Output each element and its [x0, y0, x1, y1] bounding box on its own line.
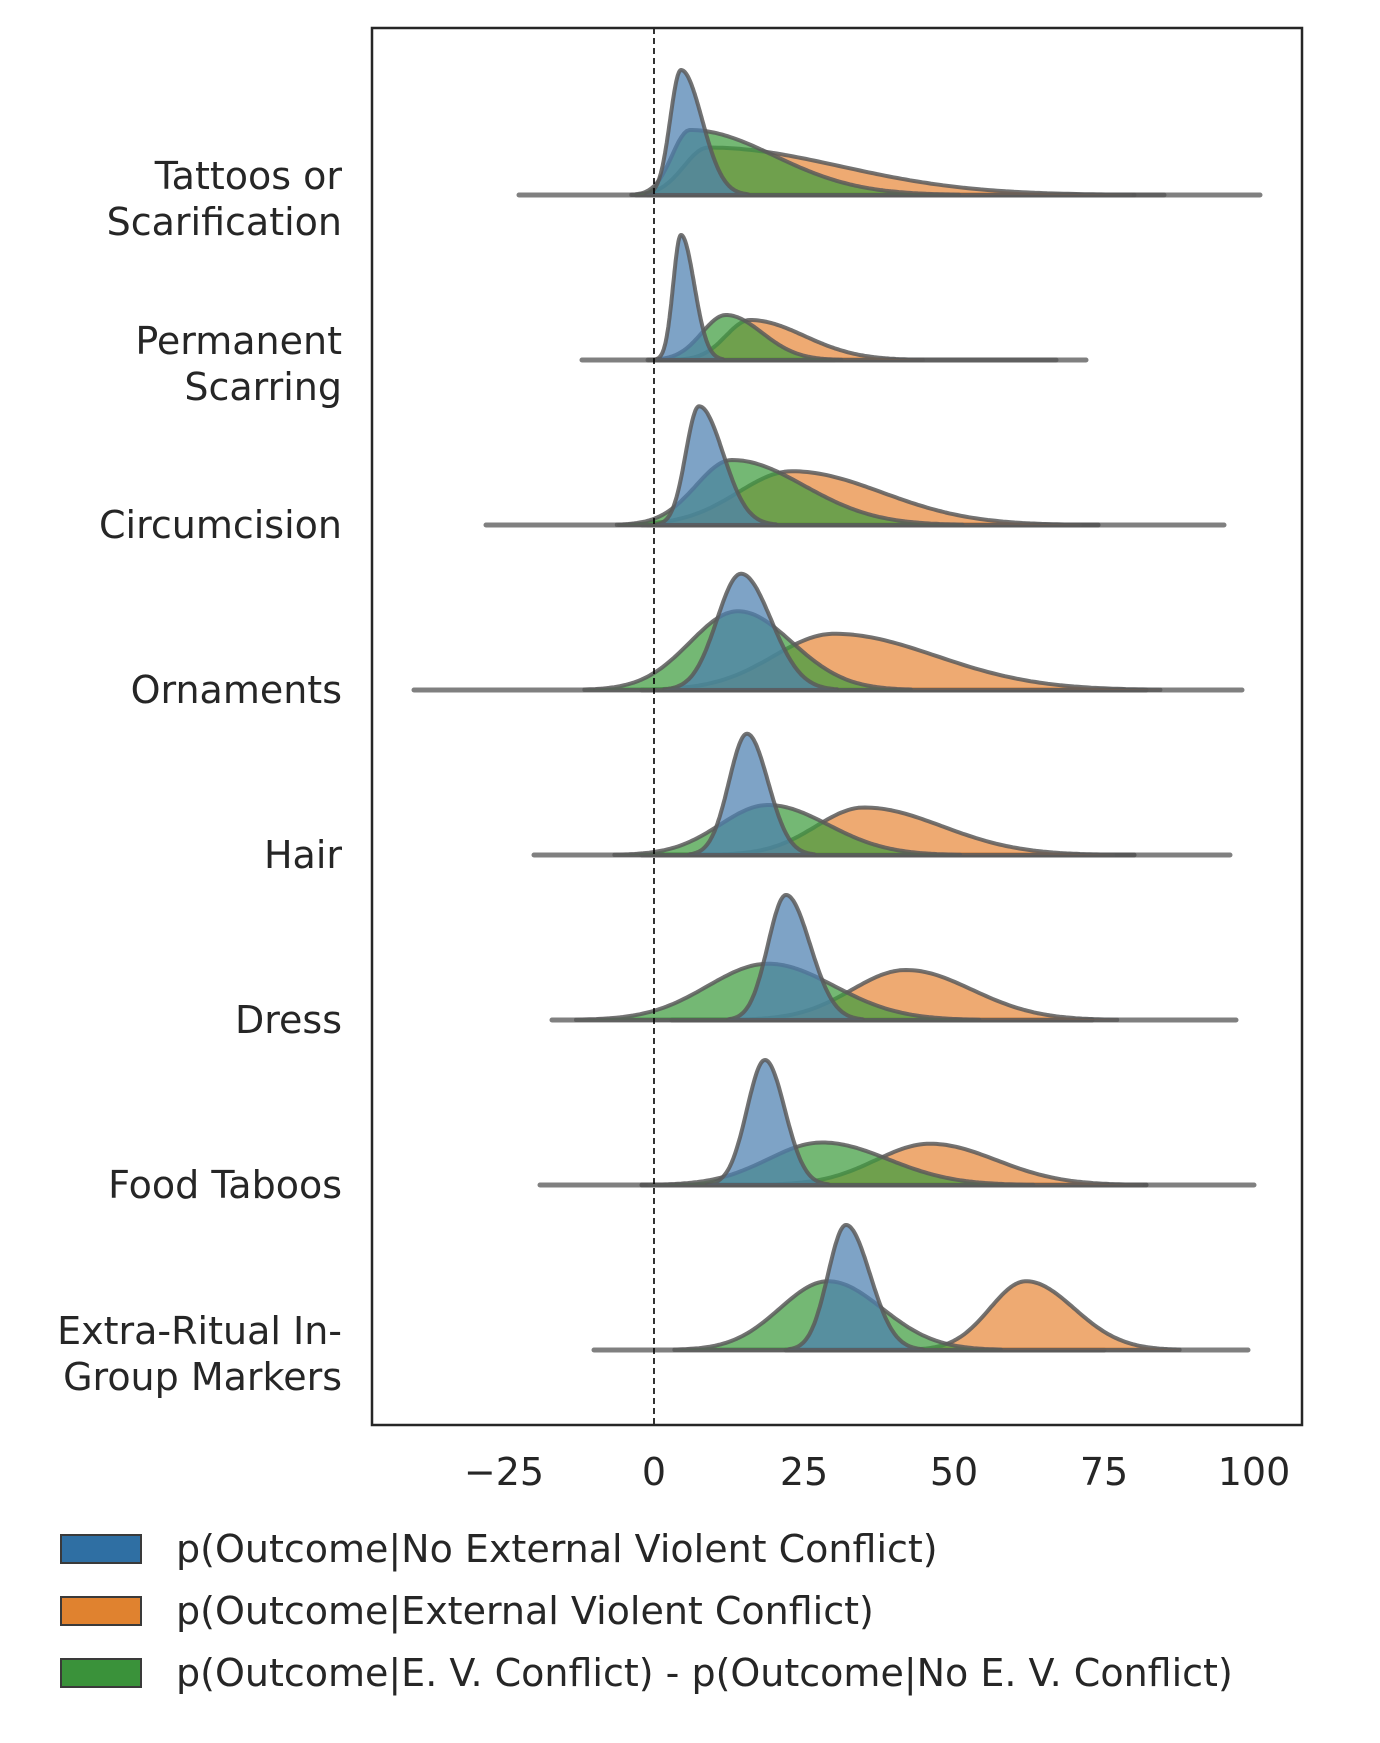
legend-item-no-conflict: p(Outcome|No External Violent Conflict)	[60, 1518, 1233, 1580]
ridge-row	[531, 731, 1233, 858]
category-label: Dress	[235, 998, 342, 1042]
density-blue	[726, 893, 865, 1022]
density-blue	[662, 571, 839, 692]
category-label: Food Taboos	[108, 1163, 342, 1207]
legend-item-difference: p(Outcome|E. V. Conflict) - p(Outcome|No…	[60, 1642, 1233, 1704]
ridge-row	[591, 1223, 1251, 1353]
density-green	[612, 803, 962, 857]
x-tick-label: 75	[1080, 1450, 1128, 1494]
legend-label: p(Outcome|E. V. Conflict) - p(Outcome|No…	[176, 1651, 1233, 1695]
ridges	[411, 68, 1263, 1353]
category-labels: Tattoos or Scarification Permanent Scarring…	[57, 154, 342, 1399]
x-tick-label: 0	[642, 1450, 666, 1494]
legend-swatch-green	[60, 1658, 142, 1688]
category-label: Tattoos or Scarification	[107, 154, 343, 244]
density-orange	[908, 1279, 1182, 1352]
ridge-row	[549, 893, 1239, 1023]
legend-item-conflict: p(Outcome|External Violent Conflict)	[60, 1580, 1233, 1642]
category-label: Hair	[264, 833, 342, 877]
category-label: Ornaments	[131, 668, 342, 712]
ridge-row	[411, 571, 1245, 693]
legend: p(Outcome|No External Violent Conflict) …	[60, 1518, 1233, 1704]
density-blue	[786, 1223, 925, 1352]
ridge-row	[483, 404, 1227, 528]
x-tick-label: −25	[464, 1450, 544, 1494]
ridge-row	[537, 1058, 1257, 1188]
legend-swatch-orange	[60, 1596, 142, 1626]
x-tick-label: 25	[780, 1450, 828, 1494]
ridge-row	[579, 233, 1089, 363]
x-tick-label: 50	[930, 1450, 978, 1494]
x-tick-label: 100	[1218, 1450, 1291, 1494]
category-label: Circumcision	[99, 503, 342, 547]
category-label: Permanent Scarring	[135, 319, 342, 409]
density-blue	[687, 731, 817, 857]
density-blue	[654, 233, 726, 362]
ridge-row	[516, 68, 1263, 198]
category-label: Extra-Ritual In-Group Markers	[57, 1309, 342, 1399]
plot-frame	[370, 26, 1304, 1427]
x-axis-ticks: −25 0 25 50 75 100	[464, 1450, 1290, 1494]
legend-swatch-blue	[60, 1534, 142, 1564]
density-blue	[654, 404, 778, 527]
ridgeline-chart: Tattoos or Scarification Permanent Scarring…	[57, 26, 1304, 1494]
legend-label: p(Outcome|External Violent Conflict)	[176, 1589, 874, 1633]
legend-label: p(Outcome|No External Violent Conflict)	[176, 1527, 938, 1571]
density-blue	[705, 1058, 831, 1187]
density-blue	[644, 68, 751, 197]
